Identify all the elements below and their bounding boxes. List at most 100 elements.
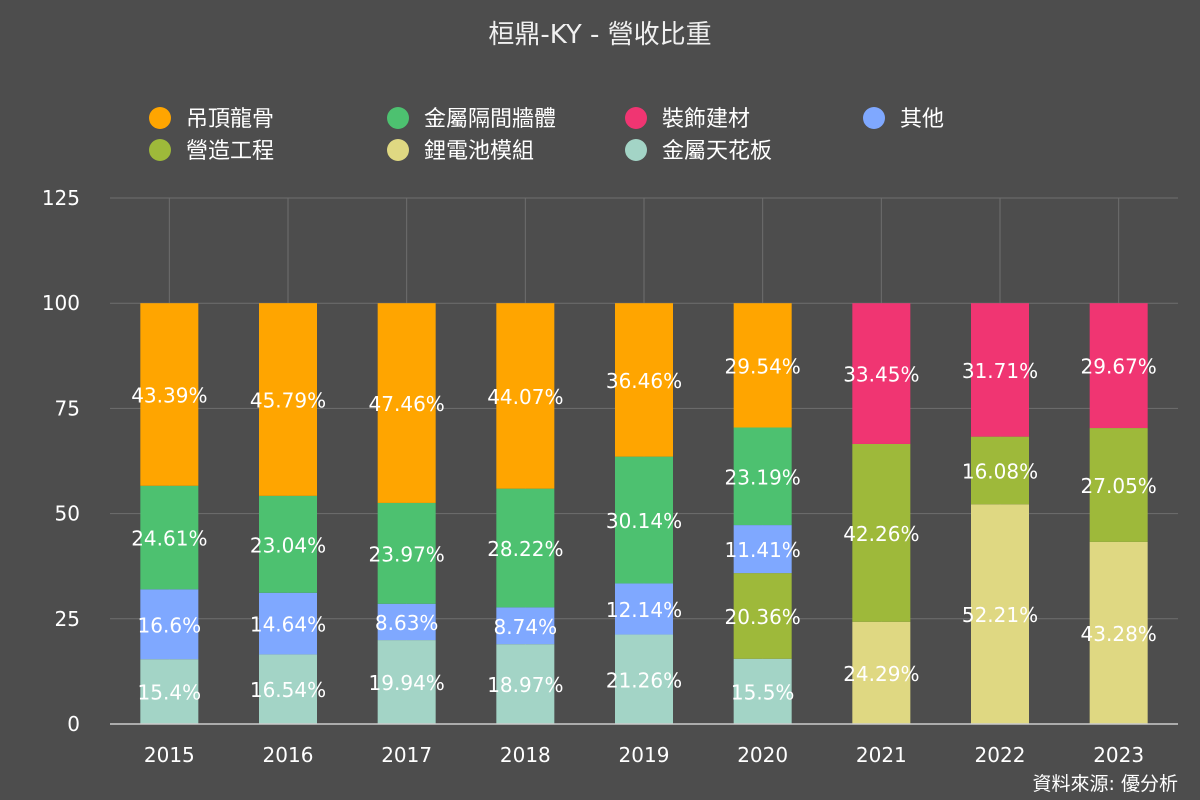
bar-segment xyxy=(733,658,792,724)
data-label: 12.14% xyxy=(606,598,682,622)
legend-swatch xyxy=(625,107,647,129)
data-label: 23.04% xyxy=(250,533,326,557)
data-label: 33.45% xyxy=(843,363,919,387)
data-label: 27.05% xyxy=(1081,474,1157,498)
bar-segment xyxy=(852,621,911,724)
x-tick-label: 2021 xyxy=(856,743,907,767)
legend-swatch xyxy=(149,107,171,129)
bar-segment xyxy=(852,443,911,622)
data-label: 28.22% xyxy=(487,537,563,561)
bar-segment xyxy=(615,303,673,457)
legend-swatch xyxy=(387,107,409,129)
data-label: 24.29% xyxy=(843,662,919,686)
y-tick-label: 0 xyxy=(67,712,80,736)
legend-swatch xyxy=(863,107,885,129)
bar-segment xyxy=(615,456,673,584)
data-label: 43.39% xyxy=(131,383,207,407)
bar-segment xyxy=(733,303,792,428)
data-label: 24.61% xyxy=(131,527,207,551)
data-label: 43.28% xyxy=(1081,622,1157,646)
data-label: 21.26% xyxy=(606,668,682,692)
legend-label: 鋰電池模組 xyxy=(424,139,534,164)
data-label: 36.46% xyxy=(606,369,682,393)
legend-label: 金屬天花板 xyxy=(662,139,772,164)
bar-segment xyxy=(259,495,317,593)
data-label: 15.5% xyxy=(731,680,795,704)
data-label: 15.4% xyxy=(138,681,202,705)
legend-swatch xyxy=(387,139,409,161)
x-tick-label: 2019 xyxy=(619,743,670,767)
legend-label: 吊頂龍骨 xyxy=(186,107,274,132)
x-tick-label: 2022 xyxy=(975,743,1026,767)
y-tick-label: 25 xyxy=(55,607,80,631)
y-tick-label: 75 xyxy=(55,396,80,420)
bar-segment xyxy=(733,427,792,526)
legend-label: 裝飾建材 xyxy=(662,107,750,132)
bar-segment xyxy=(377,640,436,724)
data-label: 16.6% xyxy=(138,613,202,637)
data-label: 29.54% xyxy=(725,354,801,378)
bar-segment xyxy=(377,303,436,503)
y-tick-label: 125 xyxy=(42,186,80,210)
bar-segment xyxy=(140,485,199,590)
x-tick-label: 2023 xyxy=(1093,743,1144,767)
bar-segment xyxy=(615,583,673,635)
data-label: 42.26% xyxy=(843,522,919,546)
x-tick-label: 2020 xyxy=(737,743,788,767)
data-label: 44.07% xyxy=(487,385,563,409)
bar-segment xyxy=(259,654,317,724)
legend-label: 營造工程 xyxy=(186,139,274,164)
data-label: 29.67% xyxy=(1081,355,1157,379)
chart-title: 桓鼎-KY - 營收比重 xyxy=(488,20,712,50)
legend-label: 其他 xyxy=(900,107,944,132)
bar-segment xyxy=(140,659,199,724)
x-tick-label: 2017 xyxy=(381,743,432,767)
data-label: 45.79% xyxy=(250,389,326,413)
bar-segment xyxy=(377,502,436,604)
bar-segment xyxy=(259,303,317,496)
data-label: 19.94% xyxy=(369,671,445,695)
y-tick-label: 50 xyxy=(55,502,80,526)
y-tick-label: 100 xyxy=(42,291,80,315)
bar-segment xyxy=(496,488,555,608)
x-tick-label: 2016 xyxy=(263,743,314,767)
bar-segment xyxy=(971,436,1029,505)
data-label: 31.71% xyxy=(962,359,1038,383)
bar-segment xyxy=(1089,428,1148,542)
legend-swatch xyxy=(149,139,171,161)
data-label: 23.97% xyxy=(369,542,445,566)
bar-segment xyxy=(140,589,199,660)
x-tick-label: 2018 xyxy=(500,743,551,767)
bar-segment xyxy=(971,303,1029,437)
bar-segment xyxy=(496,303,555,489)
bar-segment xyxy=(496,644,555,724)
data-label: 30.14% xyxy=(606,509,682,533)
data-label: 47.46% xyxy=(369,392,445,416)
bar-segment xyxy=(733,525,792,574)
data-label: 8.63% xyxy=(375,611,439,635)
bar-segment xyxy=(140,303,199,486)
bar-segment xyxy=(971,504,1029,724)
data-label: 20.36% xyxy=(725,605,801,629)
bar-segment xyxy=(1089,541,1148,724)
data-label: 11.41% xyxy=(725,538,801,562)
data-label: 14.64% xyxy=(250,613,326,637)
source-note: 資料來源: 優分析 xyxy=(1032,773,1178,795)
bar-segment xyxy=(1089,303,1148,429)
legend-swatch xyxy=(625,139,647,161)
legend-label: 金屬隔間牆體 xyxy=(424,107,556,132)
bar-segment xyxy=(852,303,911,444)
bar-segment xyxy=(496,607,555,645)
data-label: 52.21% xyxy=(962,603,1038,627)
data-label: 8.74% xyxy=(494,615,558,639)
x-tick-label: 2015 xyxy=(144,743,195,767)
bar-segment xyxy=(733,573,792,659)
bar-segment xyxy=(259,592,317,655)
bar-segment xyxy=(615,634,673,724)
data-label: 16.54% xyxy=(250,678,326,702)
bar-segment xyxy=(377,603,436,641)
data-label: 23.19% xyxy=(725,465,801,489)
data-label: 18.97% xyxy=(487,673,563,697)
